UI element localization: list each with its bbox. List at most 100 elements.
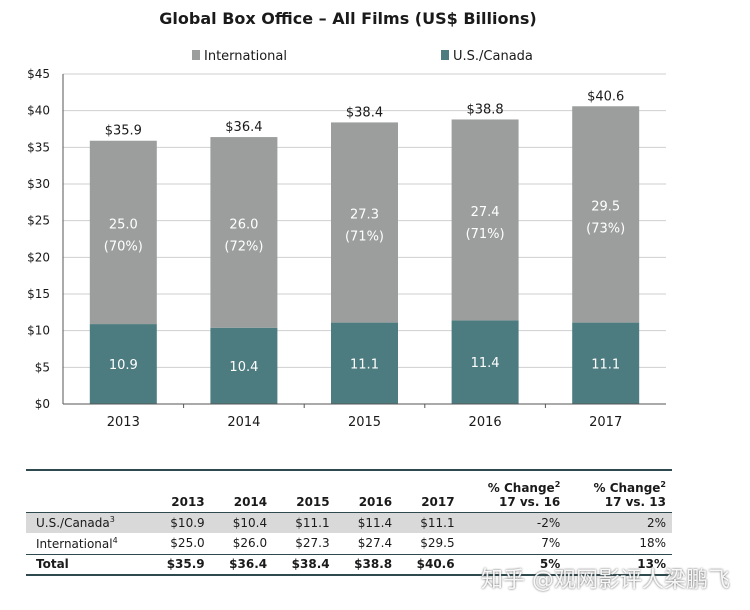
y-axis: $0 $5 $10 $15 $20 $25 $30 $35 $40 $45: [27, 67, 64, 411]
table-cell: $25.0: [170, 536, 205, 551]
y-tick-label: $35: [27, 140, 50, 154]
y-tick-label: $45: [27, 67, 50, 81]
table-cell: $11.1: [295, 515, 330, 530]
legend-label: U.S./Canada: [453, 49, 533, 64]
table-cell: $27.4: [357, 536, 393, 551]
table-header-cell: 2017: [421, 494, 455, 509]
chart-legend: International U.S./Canada: [192, 49, 533, 64]
box-office-table: 2013 2014 2015 2016 2017 % Change2 17 vs…: [26, 469, 672, 576]
data-label-international: 27.4: [471, 205, 500, 220]
bar-us-canada: [451, 320, 519, 404]
bar-us-canada: [89, 324, 157, 404]
y-tick-label: $10: [27, 324, 50, 338]
box-office-chart: Global Box Office – All Films (US$ Billi…: [27, 9, 666, 430]
legend-swatch: [441, 50, 449, 60]
data-label-international: 29.5: [591, 199, 620, 214]
bar-international: [89, 140, 157, 325]
x-tick-label: 2016: [469, 415, 502, 430]
table-cell: $36.4: [229, 557, 268, 572]
pct-header-line2: 17 vs. 16: [498, 494, 561, 509]
chart-title: Global Box Office – All Films (US$ Billi…: [159, 9, 536, 28]
data-label-total: $40.6: [587, 89, 624, 104]
data-label-us-canada: 11.1: [350, 357, 379, 372]
data-label-total: $38.4: [346, 105, 383, 120]
footnote-marker: 2: [660, 479, 666, 489]
row-label: Total: [36, 557, 69, 572]
bar-international: [331, 122, 398, 323]
table-cell: $40.6: [416, 557, 455, 572]
table-cell: $10.9: [170, 515, 205, 530]
data-label-international: 27.3: [350, 208, 379, 223]
table-header-cell: 2013: [171, 494, 205, 509]
y-tick-label: $15: [27, 287, 50, 301]
data-label-international-share: (71%): [345, 230, 384, 245]
pct-header-line2: 17 vs. 13: [604, 494, 666, 509]
table-row-total: Total $35.9 $36.4 $38.4 $38.8 $40.6 5% 1…: [26, 554, 672, 575]
chart-bars: 10.9 25.0 (70%) $35.9 10.4 26.0 (72%) $36.4 11.1…: [89, 89, 640, 404]
table-header-cell: 2015: [296, 494, 330, 509]
data-label-us-canada: 10.9: [109, 358, 138, 373]
legend-swatch: [192, 50, 200, 60]
table-cell: $11.4: [357, 515, 393, 530]
table-cell: 7%: [541, 536, 561, 551]
x-axis: 2013 2014 2015 2016 2017: [63, 403, 666, 430]
x-tick-label: 2017: [589, 415, 622, 430]
table-cell: $38.8: [354, 557, 393, 572]
table-cell: $27.3: [295, 536, 330, 551]
y-tick-label: $30: [27, 177, 50, 191]
data-label-total: $38.8: [466, 102, 503, 117]
watermark: 知乎 @观网影评人梁鹏飞: [481, 568, 730, 593]
table-header-cell: [26, 470, 148, 512]
bar-international: [572, 106, 640, 323]
footnote-marker: 4: [112, 535, 118, 545]
y-tick-label: $25: [27, 214, 50, 228]
data-label-international-share: (73%): [586, 221, 625, 236]
table-header-cell: 2014: [233, 494, 268, 509]
y-tick-label: $5: [35, 360, 50, 374]
data-label-international-share: (70%): [104, 239, 143, 254]
table-cell: -2%: [536, 515, 561, 530]
table-cell: $10.4: [232, 515, 268, 530]
x-tick-label: 2013: [107, 415, 140, 430]
table-cell: $38.4: [291, 557, 330, 572]
table-cell: $11.1: [420, 515, 455, 530]
data-label-total: $36.4: [225, 120, 262, 135]
data-label-international: 25.0: [109, 217, 138, 232]
bar-us-canada: [210, 327, 278, 404]
data-label-us-canada: 11.1: [591, 357, 620, 372]
pct-header-line1: % Change: [593, 480, 661, 495]
table-header-cell: 2016: [358, 494, 393, 509]
y-tick-label: $40: [27, 104, 50, 118]
table-cell: $35.9: [166, 557, 205, 572]
footnote-marker: 2: [554, 479, 561, 489]
data-label-us-canada: 10.4: [229, 360, 258, 375]
data-label-total: $35.9: [105, 124, 142, 139]
table-header-cell-pct-16: % Change2 17 vs. 16: [461, 470, 567, 512]
legend-label: International: [204, 49, 287, 64]
table-cell: $26.0: [232, 536, 268, 551]
bar-international: [451, 119, 519, 321]
bar-us-canada: [572, 322, 640, 404]
bar-international: [210, 137, 278, 328]
footnote-marker: 3: [109, 515, 115, 525]
table-cell: 2%: [646, 515, 666, 530]
table-cell: 5%: [539, 557, 561, 572]
pct-header-line1: % Change: [487, 480, 555, 495]
x-tick-label: 2015: [348, 415, 381, 430]
table-row: U.S./Canada3 $10.9 $10.4 $11.1 $11.4 $11…: [26, 512, 672, 533]
table-cell: 18%: [639, 536, 666, 551]
y-tick-label: $20: [27, 250, 50, 264]
data-label-international: 26.0: [229, 217, 258, 232]
bar-us-canada: [331, 322, 398, 404]
y-tick-label: $0: [35, 397, 50, 411]
data-label-us-canada: 11.4: [471, 356, 500, 371]
x-tick-label: 2014: [227, 415, 260, 430]
data-label-international-share: (72%): [224, 239, 263, 254]
table-cell: 13%: [637, 557, 666, 572]
table-header-cell-pct-13: % Change2 17 vs. 13: [566, 470, 672, 512]
table-row: International4 $25.0 $26.0 $27.3 $27.4 $…: [26, 533, 672, 554]
data-label-international-share: (71%): [466, 227, 505, 242]
row-label: International4: [36, 535, 118, 551]
row-label: U.S./Canada3: [36, 515, 115, 531]
table-cell: $29.5: [420, 536, 455, 551]
